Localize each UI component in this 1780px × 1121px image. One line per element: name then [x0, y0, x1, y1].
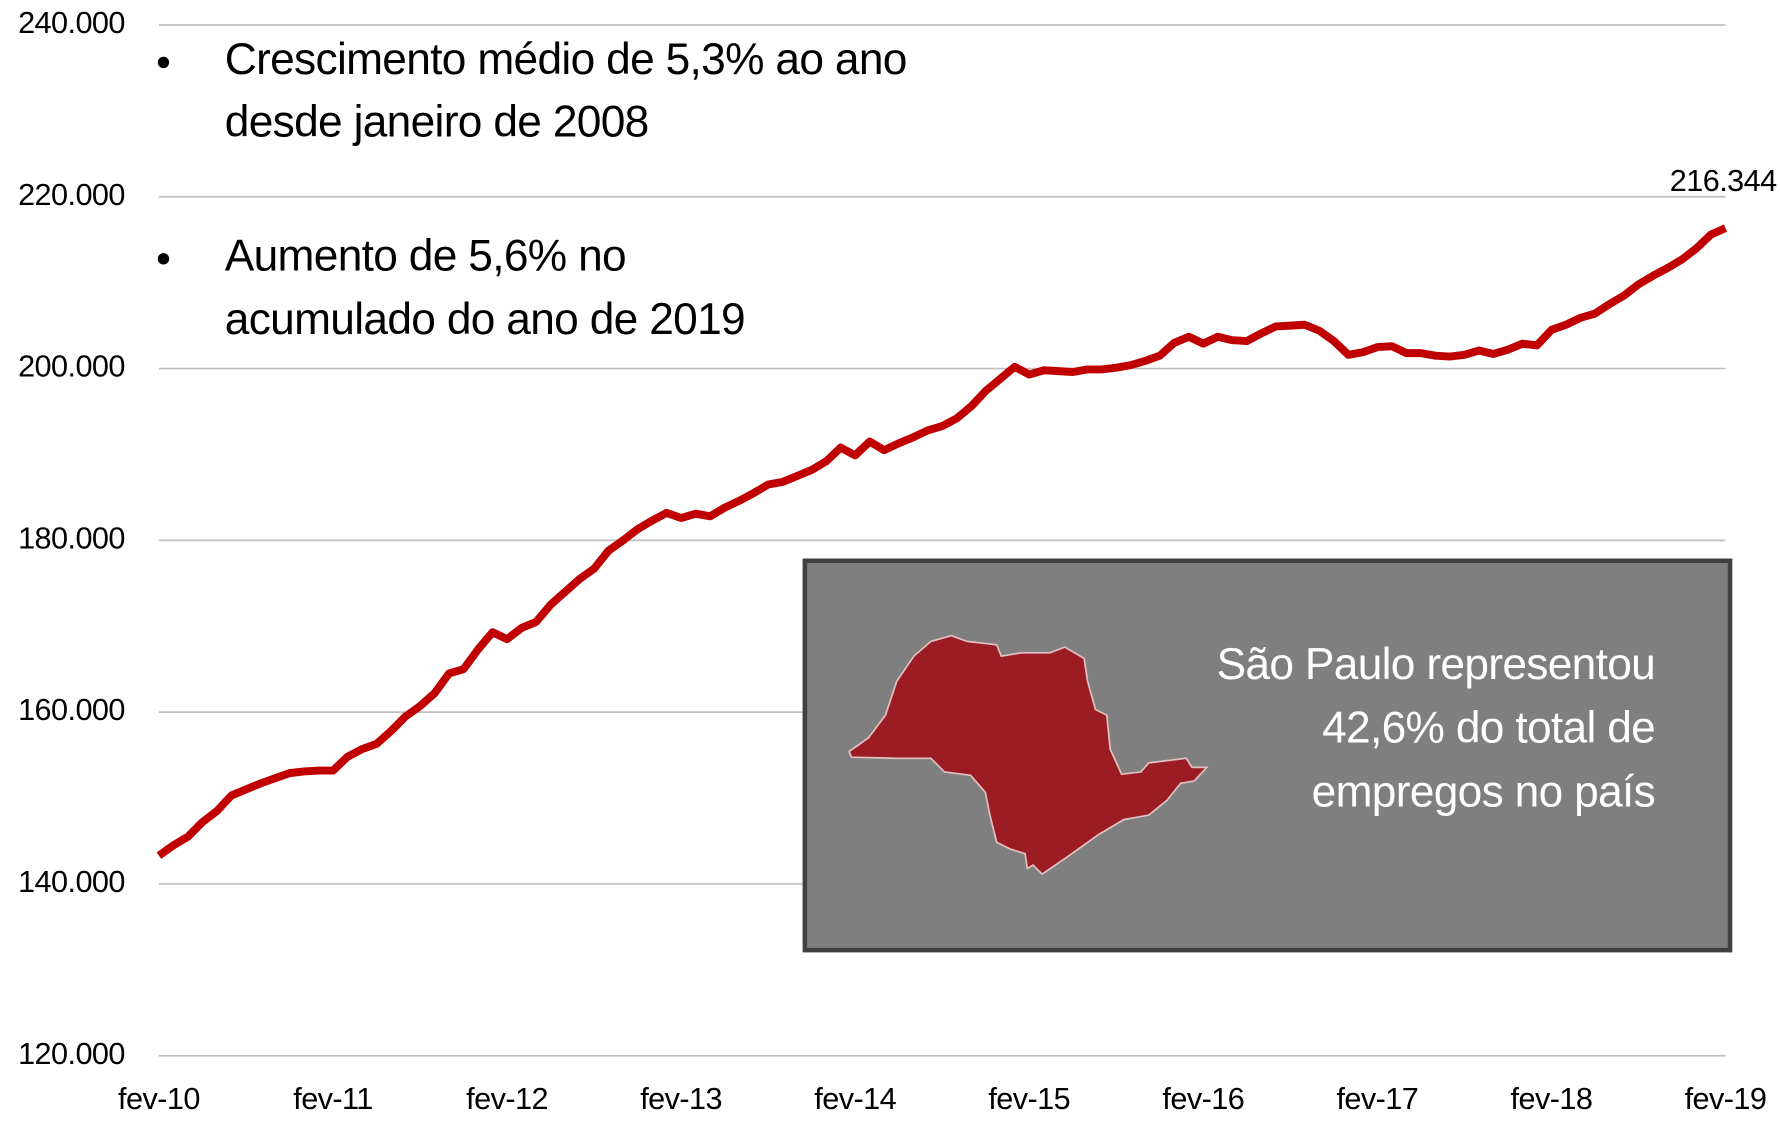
- y-tick-label: 220.000: [18, 178, 125, 212]
- y-tick-label: 240.000: [18, 6, 125, 40]
- bullet: [157, 56, 170, 69]
- annotation: Aumento de 5,6% no: [225, 232, 626, 281]
- annotation: Crescimento médio de 5,3% ao ano: [225, 35, 907, 84]
- y-tick-label: 140.000: [18, 865, 125, 899]
- series: 216.344: [156, 164, 1778, 859]
- x-tick-label: fev-11: [293, 1082, 372, 1116]
- callout-text: São Paulo representou: [1217, 640, 1656, 689]
- y-tick-label: 200.000: [18, 350, 125, 384]
- annotations: Crescimento médio de 5,3% ao ano desde ja…: [225, 35, 1656, 816]
- x-tick-label: fev-10: [118, 1082, 200, 1116]
- y-tick-label: 180.000: [18, 521, 125, 555]
- x-tick-label: fev-18: [1511, 1082, 1593, 1116]
- line: [156, 224, 1728, 859]
- callout-text: empregos no país: [1312, 767, 1655, 816]
- data-label: 216.344: [1670, 164, 1777, 198]
- x-tick-label: fev-16: [1162, 1082, 1244, 1116]
- x-tick-label: fev-14: [814, 1082, 896, 1116]
- y-tick-label: 160.000: [18, 693, 125, 727]
- annotation: desde janeiro de 2008: [225, 98, 649, 147]
- callout-text: 42,6% do total de: [1322, 704, 1655, 753]
- x-tick-label: fev-17: [1336, 1082, 1418, 1116]
- y-tick-label: 120.000: [18, 1037, 125, 1071]
- bullet: [157, 253, 170, 265]
- annotation: acumulado do ano de 2019: [225, 295, 745, 344]
- x-tick-label: fev-12: [466, 1082, 548, 1116]
- x-tick-label: fev-15: [988, 1082, 1070, 1116]
- grid: 120.000 140.000 160.000 180.000 200.000 220.0…: [18, 6, 1767, 1116]
- sao-paulo-map: [848, 634, 1209, 876]
- x-tick-label: fev-13: [640, 1082, 722, 1116]
- x-tick-label: fev-19: [1685, 1082, 1767, 1116]
